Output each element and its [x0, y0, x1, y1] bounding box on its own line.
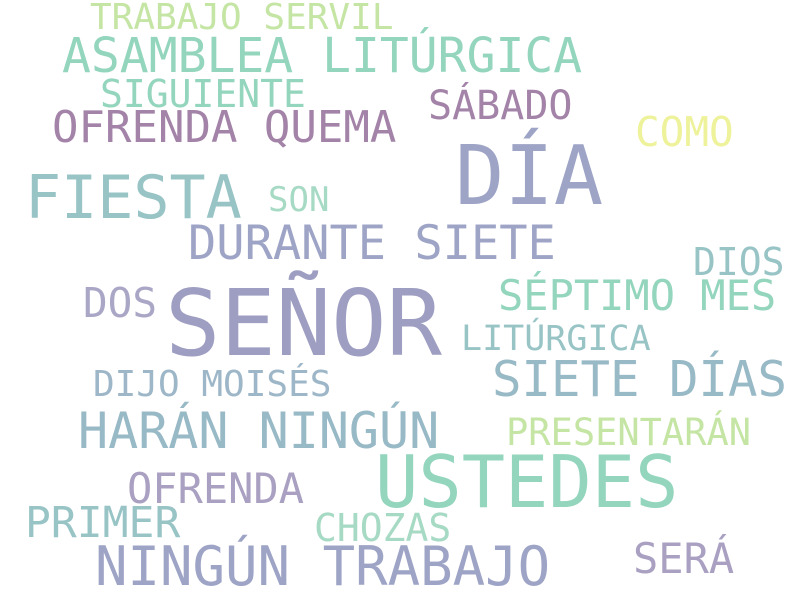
word-septimo-mes: SÉPTIMO MES [498, 271, 777, 320]
word-son: SON [268, 180, 330, 220]
word-dijo-moises: DIJO MOISÉS [93, 364, 332, 405]
word-ofrenda: OFRENDA [127, 464, 305, 513]
word-primer: PRIMER [25, 498, 181, 548]
word-liturgica: LITÚRGICA [461, 319, 651, 359]
word-senor: SEÑOR [165, 270, 442, 377]
word-haran-ningun: HARÁN NINGÚN [78, 402, 440, 460]
word-ningun-trabajo: NINGÚN TRABAJO [95, 535, 551, 598]
word-dos: DOS [83, 279, 158, 327]
word-ofrenda-quema: OFRENDA QUEMA [52, 102, 397, 153]
word-durante-siete: DURANTE SIETE [188, 216, 556, 271]
word-asamblea-liturgica: ASAMBLEA LITÚRGICA [62, 28, 583, 84]
word-siete-dias: SIETE DÍAS [492, 351, 788, 408]
word-chozas: CHOZAS [314, 506, 452, 550]
word-fiesta: FIESTA [25, 163, 242, 233]
word-sabado: SÁBADO [428, 83, 573, 129]
word-sera: SERÁ [633, 534, 735, 583]
word-trabajo-servil: TRABAJO SERVIL [90, 0, 394, 38]
word-siguiente: SIGUIENTE [100, 72, 306, 116]
word-presentaran: PRESENTARÁN [506, 411, 752, 454]
word-dia: DÍA [455, 129, 604, 224]
word-dios: DIOS [693, 240, 785, 284]
word-ustedes: USTEDES [375, 440, 679, 524]
word-como: COMO [635, 108, 734, 156]
